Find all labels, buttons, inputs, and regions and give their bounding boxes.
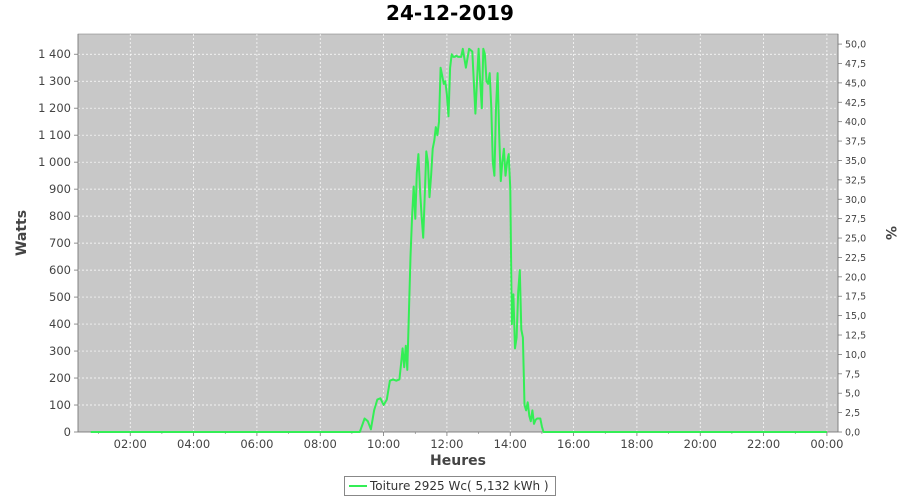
y2-tick-label: 17,5 xyxy=(845,292,866,303)
y2-tick-label: 45,0 xyxy=(845,78,866,89)
x-tick-label: 02:00 xyxy=(114,437,147,451)
y-tick-label: 700 xyxy=(49,236,71,250)
y2-tick-label: 2,5 xyxy=(845,408,860,419)
y-tick-label: 1 100 xyxy=(38,128,71,142)
y2-tick-label: 7,5 xyxy=(845,369,860,380)
y-tick-label: 300 xyxy=(49,344,71,358)
x-tick-label: 08:00 xyxy=(304,437,337,451)
y2-tick-label: 35,0 xyxy=(845,156,866,167)
y2-tick-label: 40,0 xyxy=(845,117,866,128)
chart-title: 24-12-2019 xyxy=(386,1,514,25)
y2-tick-label: 47,5 xyxy=(845,59,866,70)
x-tick-label: 20:00 xyxy=(684,437,717,451)
x-tick-label: 14:00 xyxy=(494,437,527,451)
legend: Toiture 2925 Wc( 5,132 kWh ) xyxy=(344,476,556,496)
y-tick-label: 400 xyxy=(49,317,71,331)
y-tick-label: 600 xyxy=(49,263,71,277)
plot-area xyxy=(77,33,839,433)
x-tick-label: 10:00 xyxy=(367,437,400,451)
y2-tick-label: 5,0 xyxy=(845,389,860,400)
y2-tick-label: 37,5 xyxy=(845,137,866,148)
y-axis-right: 0,0 2,5 5,0 7,5 10,0 12,5 15,0 17,5 20,0 22,5 25,0… xyxy=(837,34,866,439)
legend-label: Toiture 2925 Wc( 5,132 kWh ) xyxy=(370,479,549,493)
y-tick-label: 1 300 xyxy=(38,74,71,88)
y2-tick-label: 30,0 xyxy=(845,195,866,206)
series-layer xyxy=(90,47,827,433)
x-tick-label: 04:00 xyxy=(177,437,210,451)
x-tick-label: 16:00 xyxy=(557,437,590,451)
x-axis-label: Heures xyxy=(430,453,486,469)
y2-tick-label: 12,5 xyxy=(845,331,866,342)
y2-tick-label: 32,5 xyxy=(845,175,866,186)
series-line xyxy=(90,47,827,433)
y2-tick-label: 10,0 xyxy=(845,350,866,361)
y-tick-label: 900 xyxy=(49,182,71,196)
y-tick-label: 1 200 xyxy=(38,101,71,115)
y2-tick-label: 22,5 xyxy=(845,253,866,264)
x-tick-label: 18:00 xyxy=(620,437,653,451)
y-tick-label: 100 xyxy=(49,398,71,412)
x-tick-label: 22:00 xyxy=(747,437,780,451)
y-axis-label: Watts xyxy=(14,210,30,256)
y-tick-label: 0 xyxy=(64,425,71,439)
y2-tick-label: 27,5 xyxy=(845,214,866,225)
y2-tick-label: 0,0 xyxy=(845,428,860,439)
x-axis: 02:00 04:00 06:00 08:00 10:00 12:00 14:00 16:00… xyxy=(78,431,843,451)
y2-tick-label: 15,0 xyxy=(845,311,866,322)
legend-swatch xyxy=(349,485,367,487)
y-tick-label: 1 400 xyxy=(38,47,71,61)
y-axis-left: 0 100 200 300 400 500 600 700 800 900 1 000 1 100 1 … xyxy=(38,34,79,439)
y-tick-label: 800 xyxy=(49,209,71,223)
y-tick-label: 200 xyxy=(49,371,71,385)
x-tick-label: 12:00 xyxy=(430,437,463,451)
grid-lines xyxy=(78,34,838,432)
y-tick-label: 500 xyxy=(49,290,71,304)
y2-axis-label: % xyxy=(882,226,898,240)
x-tick-label: 00:00 xyxy=(810,437,843,451)
y-tick-label: 1 000 xyxy=(38,155,71,169)
y2-tick-label: 42,5 xyxy=(845,98,866,109)
y2-tick-label: 50,0 xyxy=(845,40,866,51)
x-tick-label: 06:00 xyxy=(240,437,273,451)
y2-tick-label: 25,0 xyxy=(845,234,866,245)
y2-tick-label: 20,0 xyxy=(845,272,866,283)
